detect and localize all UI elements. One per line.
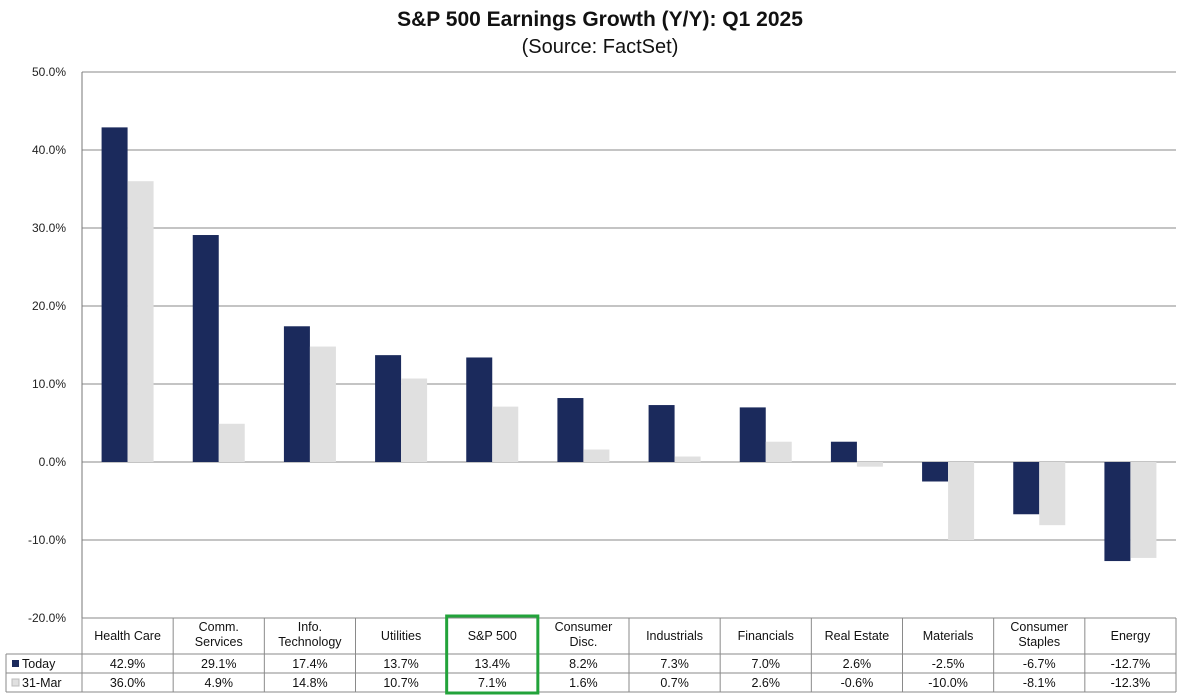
bar-today xyxy=(466,357,493,462)
data-label: 4.9% xyxy=(205,676,234,690)
category-label: S&P 500 xyxy=(468,629,517,643)
legend-swatch-31-mar xyxy=(11,678,20,687)
data-label: 13.4% xyxy=(475,657,510,671)
data-label: 7.3% xyxy=(660,657,689,671)
y-tick-label: 40.0% xyxy=(32,143,66,157)
data-label: -2.5% xyxy=(932,657,965,671)
bar-31-mar xyxy=(218,423,245,462)
data-label: -0.6% xyxy=(841,676,874,690)
bar-today xyxy=(557,398,584,462)
y-tick-label: -10.0% xyxy=(28,533,66,547)
data-label: 7.0% xyxy=(752,657,781,671)
bar-31-mar xyxy=(1039,462,1066,526)
legend-label-today: Today xyxy=(22,657,56,671)
bar-today xyxy=(1104,462,1131,562)
data-label: -6.7% xyxy=(1023,657,1056,671)
category-label: Consumer xyxy=(555,620,613,634)
legend-label-31-mar: 31-Mar xyxy=(22,676,62,690)
bar-today xyxy=(922,462,949,482)
data-label: -12.3% xyxy=(1111,676,1151,690)
bar-31-mar xyxy=(309,346,336,462)
category-label: Technology xyxy=(278,635,342,649)
data-label: 8.2% xyxy=(569,657,598,671)
category-label: Energy xyxy=(1111,629,1151,643)
bar-31-mar xyxy=(492,406,519,462)
data-label: 36.0% xyxy=(110,676,145,690)
y-tick-label: -20.0% xyxy=(28,611,66,625)
y-tick-label: 0.0% xyxy=(39,455,67,469)
bar-31-mar xyxy=(674,456,701,462)
category-label: Materials xyxy=(923,629,974,643)
y-tick-label: 20.0% xyxy=(32,299,66,313)
bar-31-mar xyxy=(765,441,792,462)
category-label: Health Care xyxy=(94,629,161,643)
category-label: Info. xyxy=(298,620,322,634)
data-label: 29.1% xyxy=(201,657,236,671)
data-label: 2.6% xyxy=(752,676,781,690)
data-label: 1.6% xyxy=(569,676,598,690)
data-label: 17.4% xyxy=(292,657,327,671)
bar-today xyxy=(192,235,219,462)
bar-31-mar xyxy=(401,378,428,462)
bar-31-mar xyxy=(1130,462,1157,558)
category-label: Real Estate xyxy=(825,629,890,643)
highlight-box xyxy=(445,614,540,695)
data-label: -12.7% xyxy=(1111,657,1151,671)
data-label: 42.9% xyxy=(110,657,145,671)
bar-today xyxy=(648,405,675,462)
bar-today xyxy=(375,355,402,462)
bar-today xyxy=(283,326,310,462)
y-tick-label: 10.0% xyxy=(32,377,66,391)
chart-title: S&P 500 Earnings Growth (Y/Y): Q1 2025 xyxy=(397,8,803,31)
category-label: Staples xyxy=(1018,635,1060,649)
legend-swatch-today xyxy=(12,660,19,667)
bar-31-mar xyxy=(127,181,154,462)
bar-today xyxy=(101,127,128,462)
category-label: Financials xyxy=(738,629,794,643)
category-label: Comm. xyxy=(199,620,239,634)
bar-today xyxy=(830,441,857,462)
y-tick-label: 50.0% xyxy=(32,65,66,79)
data-label: 14.8% xyxy=(292,676,327,690)
data-label: 0.7% xyxy=(660,676,689,690)
data-label: 13.7% xyxy=(383,657,418,671)
chart-subtitle: (Source: FactSet) xyxy=(521,36,679,58)
data-label: 2.6% xyxy=(843,657,872,671)
bar-today xyxy=(1013,462,1040,515)
y-tick-label: 30.0% xyxy=(32,221,66,235)
data-label: 7.1% xyxy=(478,676,507,690)
category-label: Disc. xyxy=(570,635,598,649)
data-label: -10.0% xyxy=(928,676,968,690)
bar-today xyxy=(739,407,766,462)
category-label: Services xyxy=(195,635,243,649)
category-label: Utilities xyxy=(381,629,421,643)
bar-31-mar xyxy=(856,462,883,467)
data-label: -8.1% xyxy=(1023,676,1056,690)
bar-31-mar xyxy=(948,462,975,540)
bar-31-mar xyxy=(583,449,610,462)
category-label: Consumer xyxy=(1010,620,1068,634)
data-label: 10.7% xyxy=(383,676,418,690)
category-label: Industrials xyxy=(646,629,703,643)
